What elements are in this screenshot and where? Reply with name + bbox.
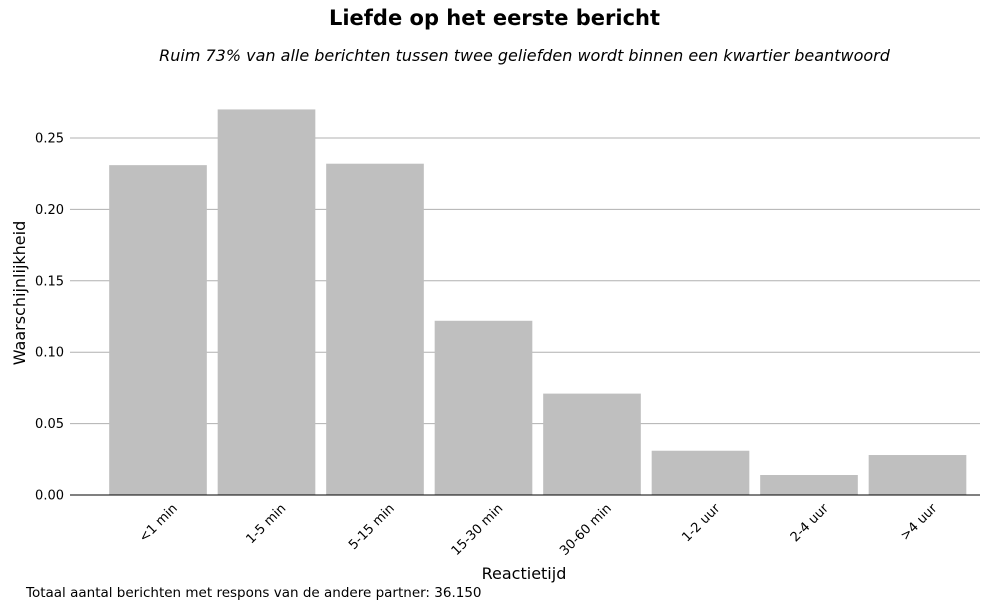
x-tick-label: 1-5 min bbox=[243, 501, 289, 547]
x-tick-labels: <1 min 1-5 min 5-15 min 15-30 min 30-60 min 1… bbox=[136, 501, 940, 559]
bar bbox=[326, 163, 424, 496]
bar bbox=[543, 393, 641, 495]
footnote: Totaal aantal berichten met respons van … bbox=[26, 585, 482, 601]
x-tick-label: >4 uur bbox=[898, 501, 941, 544]
x-tick-label: 2-4 uur bbox=[788, 501, 832, 545]
y-tick-labels: 0.00 0.05 0.10 0.15 0.20 0.25 bbox=[35, 132, 64, 504]
y-axis-title: Waarschijnlijkheid bbox=[10, 221, 29, 365]
bar bbox=[109, 165, 207, 495]
chart-title: Liefde op het eerste bericht bbox=[328, 6, 661, 30]
bar bbox=[651, 450, 750, 495]
y-tick-label: 0.15 bbox=[35, 274, 64, 289]
x-tick-label: 5-15 min bbox=[346, 501, 398, 553]
x-tick-label: 15-30 min bbox=[449, 501, 507, 559]
x-tick-label: <1 min bbox=[136, 501, 180, 545]
bar bbox=[868, 455, 967, 495]
bars bbox=[109, 109, 967, 496]
y-tick-label: 0.05 bbox=[35, 417, 64, 432]
bar bbox=[760, 475, 858, 495]
y-tick-label: 0.00 bbox=[35, 489, 64, 504]
x-tick-label: 1-2 uur bbox=[679, 501, 723, 545]
chart-subtitle: Ruim 73% van alle berichten tussen twee … bbox=[159, 46, 890, 65]
y-tick-label: 0.25 bbox=[35, 132, 64, 147]
x-tick-label: 30-60 min bbox=[557, 501, 615, 559]
x-axis-title: Reactietijd bbox=[482, 564, 567, 583]
y-tick-label: 0.20 bbox=[35, 203, 64, 218]
bar bbox=[434, 320, 533, 495]
y-tick-label: 0.10 bbox=[35, 346, 64, 361]
bar bbox=[217, 109, 316, 495]
